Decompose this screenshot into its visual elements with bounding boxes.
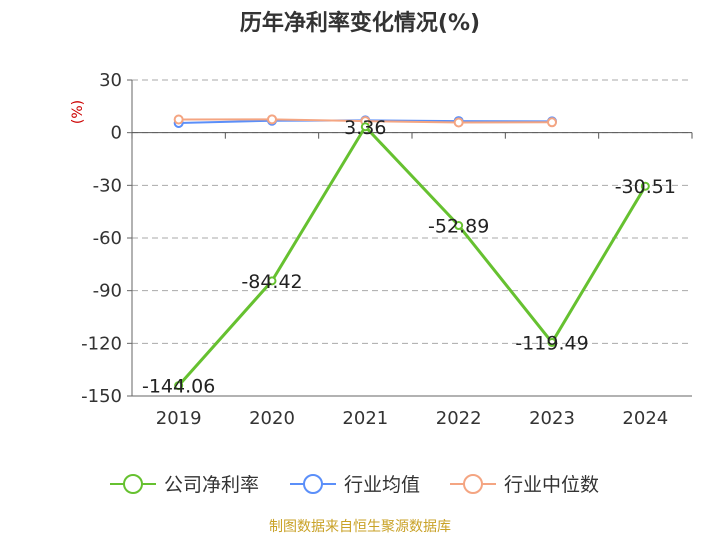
data-point — [547, 337, 557, 347]
y-tick-label: 0 — [111, 123, 122, 144]
x-tick-label: 2023 — [529, 408, 575, 429]
data-point — [454, 221, 464, 231]
legend-marker-icon — [123, 474, 143, 494]
legend-marker-icon — [303, 474, 323, 494]
data-point — [360, 122, 370, 132]
data-label: -119.49 — [515, 332, 588, 354]
legend-item[interactable]: 行业中位数 — [450, 474, 599, 496]
legend[interactable]: 公司净利率 行业均值 行业中位数 — [110, 474, 599, 496]
legend-label: 行业均值 — [344, 474, 420, 496]
data-point — [640, 181, 650, 191]
y-tick-label: -120 — [81, 333, 122, 354]
y-tick-label: -60 — [93, 228, 122, 249]
legend-item[interactable]: 行业均值 — [290, 474, 420, 496]
chart-title: 历年净利率变化情况(%) — [240, 10, 480, 36]
data-point — [174, 381, 184, 391]
data-label: -144.06 — [142, 376, 215, 398]
data-label: 3.36 — [344, 117, 386, 139]
data-point — [173, 114, 184, 125]
x-tick-label: 2022 — [436, 408, 482, 429]
data-labels: -144.06 -84.42 3.36 -52.89 -119.49 -30.51 — [142, 117, 676, 398]
legend-marker-icon — [463, 474, 483, 494]
data-label: -30.51 — [615, 176, 676, 198]
y-axis-unit: (%) — [70, 100, 86, 124]
y-tick-label: -90 — [93, 281, 122, 302]
legend-label: 行业中位数 — [504, 474, 599, 496]
y-tick-label: -30 — [93, 175, 122, 196]
data-point — [547, 117, 557, 128]
data-point — [453, 117, 464, 128]
axes: 30 0 -30 -60 -90 -120 -150 2019 2020 2021 2022 2023… — [81, 70, 693, 429]
series-group — [173, 114, 650, 391]
data-label: -52.89 — [428, 216, 489, 238]
legend-item[interactable]: 公司净利率 — [110, 474, 259, 496]
x-tick-label: 2021 — [342, 408, 388, 429]
source-note: 制图数据来自恒生聚源数据库 — [269, 519, 451, 535]
x-tick-label: 2024 — [622, 408, 668, 429]
x-tick-label: 2019 — [156, 408, 202, 429]
legend-label: 公司净利率 — [164, 474, 259, 496]
x-tick-label: 2020 — [249, 408, 295, 429]
data-label: -84.42 — [241, 271, 302, 293]
data-point — [267, 114, 277, 125]
y-tick-label: 30 — [99, 70, 122, 91]
data-point — [267, 276, 277, 286]
y-tick-label: -150 — [81, 386, 122, 407]
series-line — [177, 125, 647, 387]
